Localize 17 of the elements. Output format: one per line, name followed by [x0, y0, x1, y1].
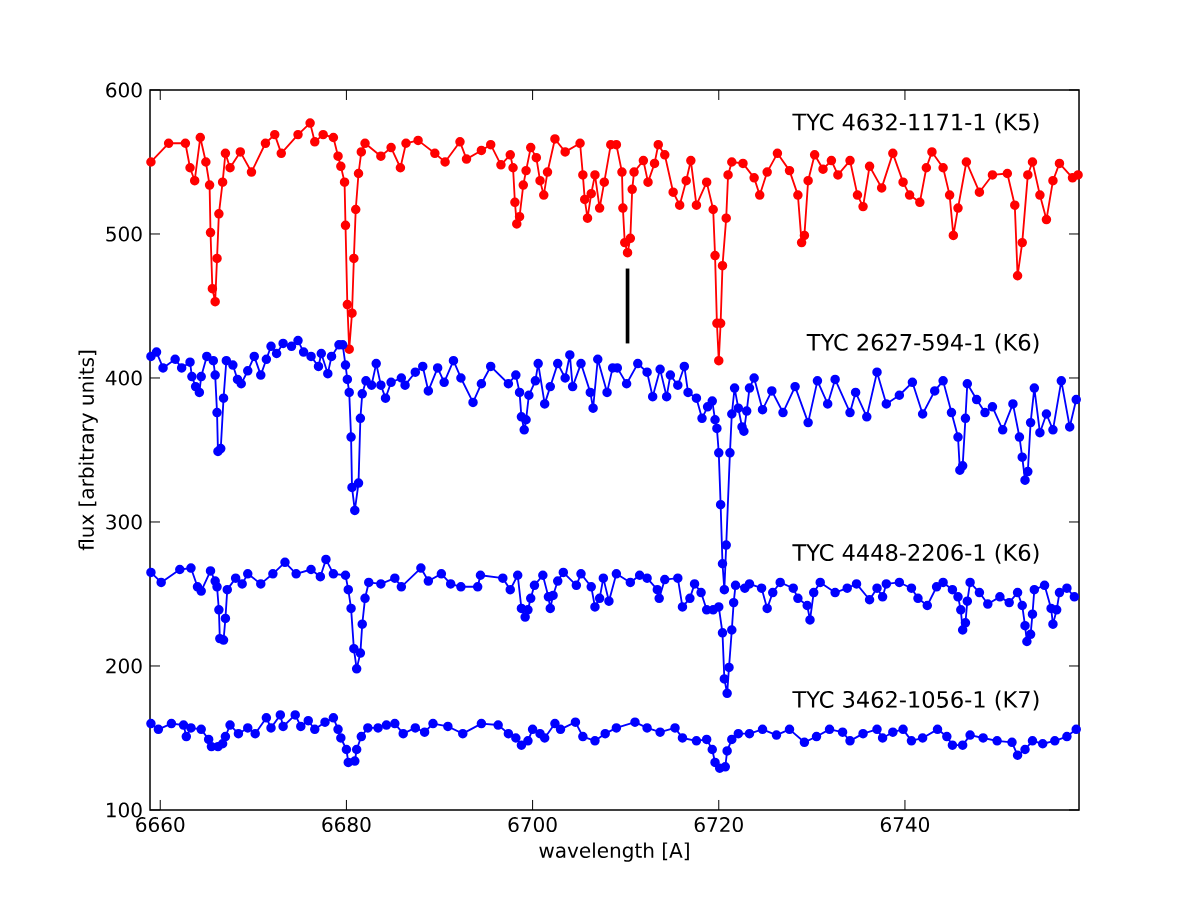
series-label: TYC 4448-2206-1 (K6) [792, 543, 1039, 564]
x-axis-title: wavelength [A] [539, 842, 689, 862]
x-tick-label: 6720 [694, 816, 743, 833]
series-label: TYC 3462-1056-1 (K7) [792, 690, 1039, 711]
y-axis-title: flux [arbitrary units] [78, 350, 98, 551]
x-tick-label: 6700 [508, 816, 557, 833]
y-tick-label: 500 [106, 226, 142, 242]
x-tick-label: 6660 [136, 816, 185, 833]
y-tick-label: 400 [105, 370, 142, 386]
y-tick-label: 200 [106, 658, 142, 674]
x-tick-label: 6680 [322, 816, 371, 833]
y-tick-label: 100 [107, 802, 142, 818]
y-tick-label: 600 [106, 82, 142, 98]
y-tick-label: 300 [106, 514, 142, 530]
x-tick-label: 6740 [880, 816, 930, 833]
series-label: TYC 2627-594-1 (K6) [806, 333, 1039, 354]
series-label: TYC 4632-1171-1 (K5) [792, 113, 1039, 134]
